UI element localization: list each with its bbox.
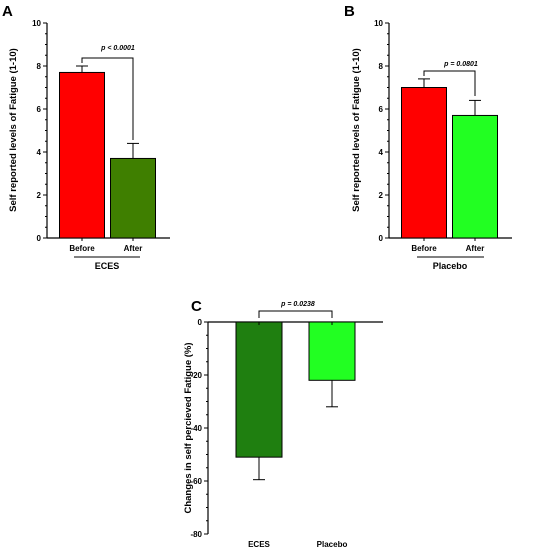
panel-c-letter: C [191,298,202,315]
panel-a-y-tick-label: 10 [32,19,41,28]
panel-b-y-tick-label: 4 [379,148,384,157]
panel-b-bar [401,87,447,239]
panel-a-y-tick-label: 0 [37,234,42,243]
panel-a-y-tick-label: 4 [37,148,42,157]
panel-c-y-tick-label: -60 [190,477,202,486]
panel-b-category-label: Before [411,244,437,253]
panel-b-bar [452,114,498,239]
panel-b-y-tick-label: 8 [379,62,384,71]
panel-a-category-label: After [124,244,143,253]
panel-b: B Self reported levels of Fatigue (1-10)… [344,3,512,271]
panel-a-category-label: Before [69,244,95,253]
panel-b-y-axis-label: Self reported levels of Fatigue (1-10) [351,48,362,212]
panel-c-bar [235,321,283,458]
panel-c-y-axis-label: Changes in self percieved Fatigue (%) [183,342,194,513]
panel-b-letter: B [344,3,355,20]
panel-a-bar [110,157,156,239]
panel-c-category-label: Placebo [317,540,348,549]
panel-a-y-tick-label: 2 [37,191,42,200]
panel-c-significance-bracket [258,310,333,318]
panel-a-significance-bracket [81,57,134,140]
panel-c-y-tick-label: 0 [198,318,203,327]
panel-a-p-value: p < 0.0001 [100,45,135,52]
panel-a-y-tick-label: 8 [37,62,42,71]
panel-c-y-tick-label: -20 [190,371,202,380]
panel-a-bar [59,71,105,239]
panel-c-y-tick-label: -80 [190,530,202,539]
panel-b-group-label: Placebo [433,261,468,271]
panel-b-category-label: After [466,244,485,253]
panel-a-plot: 0 2 4 6 8 10 Before After [32,19,170,258]
panel-a-y-tick-label: 6 [37,105,42,114]
panel-c: C Changes in self percieved Fatigue (%) … [183,298,383,549]
panel-c-p-value: p = 0.0238 [280,301,315,308]
panel-c-y-tick-label: -40 [190,424,202,433]
panel-a-y-axis-label: Self reported levels of Fatigue (1-10) [8,48,19,212]
panel-b-plot: 0 2 4 6 8 10 Before After [374,19,512,258]
panel-b-significance-bracket [423,70,476,96]
panel-a-letter: A [2,3,13,20]
panel-c-bar [308,321,356,381]
panel-a: A Self reported levels of Fatigue (1-10)… [2,3,170,271]
panel-c-plot: 0 -20 -40 -60 -80 ECES Placebo [190,310,383,549]
panel-c-category-label: ECES [248,540,270,549]
panel-b-y-tick-label: 6 [379,105,384,114]
panel-b-p-value: p = 0.0801 [443,61,478,68]
panel-b-y-tick-label: 2 [379,191,384,200]
panel-b-y-tick-label: 10 [374,19,383,28]
panel-a-group-label: ECES [95,261,120,271]
panel-b-y-tick-label: 0 [379,234,384,243]
